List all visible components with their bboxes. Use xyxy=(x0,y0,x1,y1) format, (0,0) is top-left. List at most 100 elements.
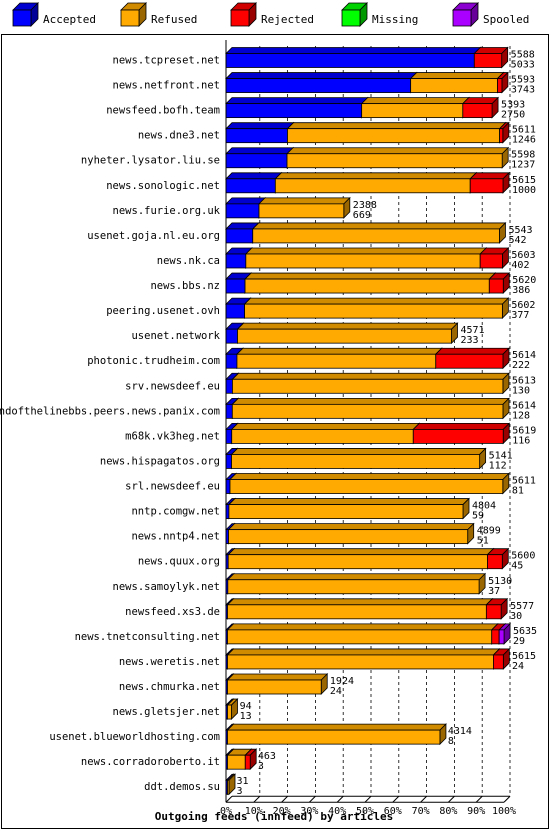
accepted-label: 2750 xyxy=(501,110,525,121)
bar-segment-refused xyxy=(226,647,501,670)
total-label: 5635 xyxy=(513,626,537,637)
row-label: news.sonologic.net xyxy=(106,180,220,192)
legend-swatch-refused xyxy=(120,2,147,27)
bar-segment-accepted xyxy=(225,146,294,169)
bar-segment-rejected xyxy=(434,347,510,370)
x-axis: 0% 10% 20% 30% 40% 50% 60% 70% 80% 90% 100% xyxy=(220,40,516,817)
bar-row xyxy=(225,96,500,119)
bar-segment-refused xyxy=(258,196,351,219)
bar-row xyxy=(225,422,511,445)
legend: Accepted Refused Rejected Missing Spooled xyxy=(12,2,529,27)
bar-segment-refused xyxy=(226,622,499,645)
row-label: news.hispagatos.org xyxy=(100,455,220,467)
x-tick-label: 60% xyxy=(384,806,402,817)
bar-row xyxy=(225,698,239,721)
bar-row xyxy=(225,397,510,420)
bar-row xyxy=(225,221,507,244)
row-label: nntp.comgw.net xyxy=(131,506,220,518)
x-tick-label: 0% xyxy=(220,806,232,817)
total-label: 5613 xyxy=(512,375,536,386)
bar-segment-refused xyxy=(227,522,475,545)
bar-segment-rejected xyxy=(488,272,511,295)
row-label: news.gletsjer.net xyxy=(113,706,220,718)
row-label: usenet.network xyxy=(131,330,220,342)
bar-segment-rejected xyxy=(486,547,510,570)
total-label: 5393 xyxy=(501,100,525,111)
accepted-label: 24 xyxy=(512,661,524,672)
row-label: news.chmurka.net xyxy=(119,681,220,693)
row-label: news.tcpreset.net xyxy=(113,55,220,67)
total-label: 31 xyxy=(237,776,249,787)
bar-segment-rejected xyxy=(473,46,509,69)
chart-frame xyxy=(1,34,549,829)
bar-segment-refused xyxy=(226,723,447,746)
bar-row xyxy=(225,71,509,94)
bar-segment-refused xyxy=(226,597,494,620)
bar-row xyxy=(225,171,510,194)
legend-swatch-accepted xyxy=(12,2,39,27)
row-label: news.dne3.net xyxy=(138,130,220,142)
x-tick-label: 10% xyxy=(245,806,263,817)
accepted-label: 1000 xyxy=(512,185,536,196)
bar-segment-refused xyxy=(244,272,497,295)
accepted-label: 3 xyxy=(237,786,243,797)
bar-row xyxy=(225,297,510,320)
total-label: 4804 xyxy=(472,501,496,512)
bar-segment-refused xyxy=(243,297,510,320)
total-label: 5620 xyxy=(512,275,536,286)
bar-segment-rejected xyxy=(244,748,258,771)
total-label: 5577 xyxy=(510,601,534,612)
total-label: 4571 xyxy=(461,325,485,336)
row-label: newsfeed.xs3.de xyxy=(125,606,220,618)
row-label: news.tnetconsulting.net xyxy=(75,631,220,643)
x-tick xyxy=(225,795,233,803)
accepted-label: 669 xyxy=(353,210,371,221)
x-tick-label: 100% xyxy=(492,806,516,817)
total-label: 5603 xyxy=(511,250,535,261)
total-label: 5141 xyxy=(489,450,513,461)
total-label: 5602 xyxy=(511,300,535,311)
accepted-label: 1237 xyxy=(511,160,535,171)
x-tick-label: 40% xyxy=(328,806,346,817)
x-tick xyxy=(336,795,344,803)
accepted-label: 112 xyxy=(489,460,507,471)
accepted-label: 386 xyxy=(512,285,530,296)
bar-segment-refused xyxy=(227,547,495,570)
bar-row xyxy=(225,673,329,695)
x-tick-label: 30% xyxy=(300,806,318,817)
bar-segment-accepted xyxy=(225,171,283,194)
bar-segment-refused xyxy=(226,698,239,721)
x-tick xyxy=(309,795,316,803)
legend-swatch-rejected xyxy=(230,2,257,27)
total-label: 94 xyxy=(240,701,252,712)
accepted-label: 1246 xyxy=(512,135,536,146)
x-tick xyxy=(281,795,288,803)
bar-segment-refused xyxy=(360,96,470,119)
bars xyxy=(225,46,512,796)
row-label: news.nk.ca xyxy=(157,255,220,267)
bar-row xyxy=(225,146,510,169)
total-label: 5130 xyxy=(488,576,512,587)
x-tick xyxy=(503,795,511,803)
legend-label-missing: Missing xyxy=(372,13,418,26)
accepted-label: 30 xyxy=(510,611,522,622)
bar-segment-refused xyxy=(235,347,443,370)
bar-segment-rejected xyxy=(496,71,509,94)
total-label: 1924 xyxy=(330,676,354,687)
accepted-label: 128 xyxy=(512,410,530,421)
total-label: 4314 xyxy=(448,726,472,737)
row-label: srv.newsdeef.eu xyxy=(125,380,220,392)
total-label: 463 xyxy=(258,751,276,762)
row-label: m68k.vk3heg.net xyxy=(125,430,220,442)
row-label: news.nntp4.net xyxy=(131,531,220,543)
bar-row xyxy=(225,372,510,395)
bar-segment-refused xyxy=(227,497,470,520)
bar-row xyxy=(225,472,510,495)
row-label: photonic.trudheim.com xyxy=(87,355,220,367)
bar-segment-refused xyxy=(230,422,421,445)
bar-segment-accepted xyxy=(225,121,295,144)
accepted-label: 3 xyxy=(258,761,264,772)
bar-segment-rejected xyxy=(461,96,500,119)
total-label: 5598 xyxy=(511,150,535,161)
